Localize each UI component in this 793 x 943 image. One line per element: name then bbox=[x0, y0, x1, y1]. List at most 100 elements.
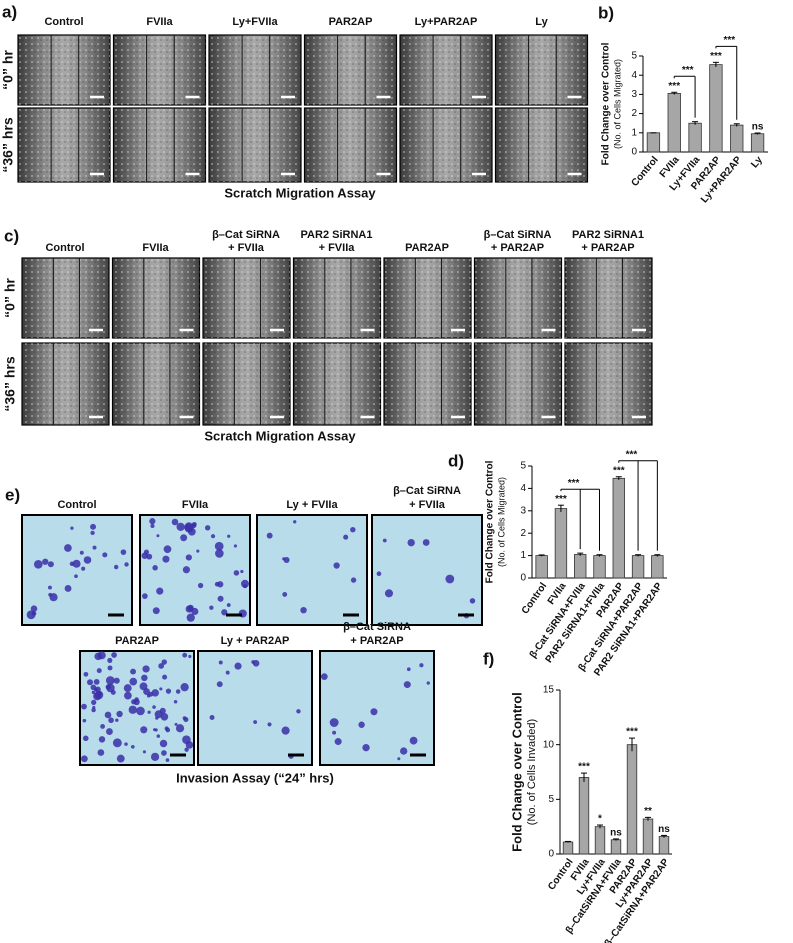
cell bbox=[162, 674, 168, 680]
cell bbox=[329, 718, 339, 727]
row-label: “0” hr bbox=[0, 50, 16, 90]
cell bbox=[49, 593, 58, 602]
panel-label: a) bbox=[2, 2, 17, 21]
cell bbox=[100, 724, 105, 729]
column-header: Control bbox=[45, 242, 84, 254]
cell bbox=[218, 660, 223, 665]
cell bbox=[382, 538, 387, 543]
cell bbox=[97, 690, 103, 696]
y-tick-label: 1 bbox=[631, 127, 637, 138]
cell bbox=[102, 552, 108, 558]
cell bbox=[97, 749, 105, 756]
cell bbox=[142, 593, 148, 599]
column-header: PAR2AP bbox=[115, 635, 159, 647]
cell bbox=[124, 691, 132, 700]
bar bbox=[658, 836, 670, 855]
cell bbox=[47, 561, 54, 568]
column-header: Ly bbox=[535, 16, 548, 28]
y-axis-title: Fold Change over Control bbox=[509, 692, 524, 852]
cell bbox=[111, 652, 117, 658]
micrograph-texture bbox=[203, 258, 290, 338]
y-tick-label: 5 bbox=[548, 794, 554, 805]
cell bbox=[48, 585, 52, 590]
cell bbox=[90, 530, 95, 536]
micrograph-texture bbox=[209, 35, 301, 105]
cell bbox=[160, 712, 169, 721]
cell bbox=[93, 678, 100, 685]
caption: Invasion Assay (“24” hrs) bbox=[176, 770, 334, 785]
micrograph-texture bbox=[112, 258, 200, 338]
cell bbox=[214, 541, 224, 551]
cell bbox=[83, 556, 92, 564]
bar bbox=[612, 477, 625, 579]
y-tick-label: 15 bbox=[543, 685, 555, 696]
cell bbox=[87, 679, 94, 686]
cell bbox=[403, 681, 411, 689]
cell bbox=[210, 534, 216, 539]
cell bbox=[175, 689, 181, 694]
cell bbox=[107, 665, 113, 671]
significance: ** bbox=[644, 806, 652, 817]
y-tick-label: 2 bbox=[520, 528, 526, 539]
y-tick-label: 0 bbox=[520, 573, 526, 584]
column-header: PAR2AP bbox=[405, 242, 449, 254]
cell bbox=[225, 670, 230, 675]
cell bbox=[130, 668, 136, 675]
cell bbox=[92, 545, 97, 550]
cell bbox=[191, 607, 199, 615]
y-axis-subtitle: (No. of Cells Migrated) bbox=[612, 59, 622, 149]
cell bbox=[72, 559, 81, 568]
cell bbox=[406, 667, 411, 672]
cell bbox=[92, 705, 96, 710]
column-header: + PAR2AP bbox=[350, 635, 403, 647]
column-header: + PAR2AP bbox=[581, 242, 634, 254]
y-axis-subtitle: (No. of Cells Migrated) bbox=[496, 477, 506, 567]
micrograph-texture bbox=[474, 258, 562, 338]
y-tick-label: 5 bbox=[631, 51, 637, 62]
column-header: + FVIIa bbox=[409, 499, 446, 511]
cell bbox=[124, 562, 129, 567]
caption: Scratch Migration Assay bbox=[204, 428, 356, 443]
cell bbox=[153, 728, 157, 732]
caption: Scratch Migration Assay bbox=[224, 185, 376, 200]
significance: *** bbox=[710, 51, 722, 62]
cell bbox=[64, 544, 72, 552]
bar bbox=[709, 64, 723, 153]
cell bbox=[64, 585, 72, 592]
cell bbox=[154, 710, 163, 719]
cell bbox=[70, 526, 74, 530]
cell bbox=[69, 561, 75, 567]
cell bbox=[112, 738, 122, 748]
cell bbox=[296, 709, 301, 714]
cell bbox=[146, 553, 153, 560]
micrograph-texture bbox=[293, 343, 381, 425]
cell bbox=[94, 652, 102, 661]
y-tick-label: 1 bbox=[520, 550, 526, 561]
column-header: FVIIa bbox=[142, 242, 169, 254]
cell bbox=[293, 520, 297, 524]
cell bbox=[226, 603, 231, 607]
bar bbox=[562, 841, 574, 855]
micrograph-texture bbox=[304, 35, 397, 105]
cell bbox=[240, 569, 244, 574]
cell bbox=[150, 523, 155, 529]
cell bbox=[147, 710, 151, 714]
cell bbox=[104, 711, 112, 719]
cell bbox=[282, 557, 286, 561]
micrograph-texture bbox=[304, 108, 397, 182]
bar bbox=[642, 818, 654, 855]
cell bbox=[31, 611, 37, 616]
cell bbox=[334, 738, 342, 746]
bar bbox=[610, 839, 622, 855]
cell bbox=[161, 659, 167, 665]
cell bbox=[182, 716, 187, 721]
cell bbox=[136, 706, 145, 716]
cell bbox=[165, 758, 170, 762]
cell bbox=[120, 549, 127, 555]
micrograph-texture bbox=[400, 108, 492, 182]
micrograph-texture bbox=[384, 258, 471, 338]
y-tick-label: 4 bbox=[631, 70, 637, 81]
cell bbox=[216, 681, 223, 688]
column-header: PAR2 SiRNA1 bbox=[301, 229, 373, 241]
